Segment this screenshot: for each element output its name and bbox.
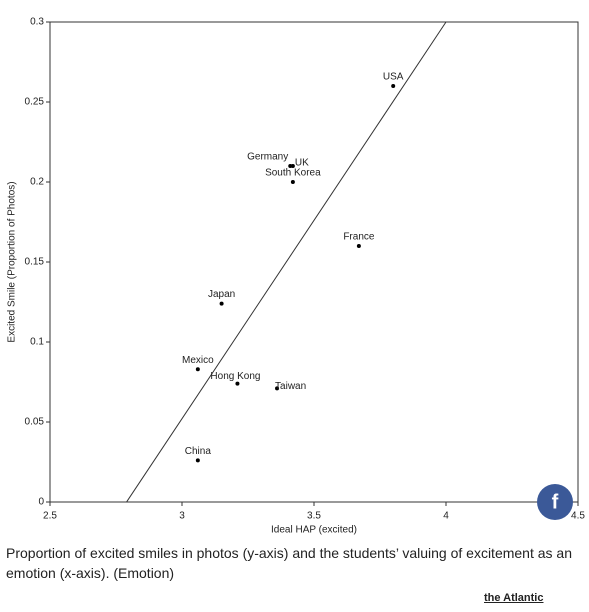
x-tick-label: 4 [443, 511, 449, 522]
point-label: South Korea [265, 168, 321, 179]
point-label: France [343, 232, 375, 243]
y-tick-label: 0.05 [25, 417, 45, 428]
point [356, 244, 361, 248]
y-tick-label: 0.15 [25, 257, 45, 268]
point [391, 84, 396, 88]
x-tick-label: 3.5 [307, 511, 321, 522]
share-icon[interactable]: f [552, 491, 559, 513]
x-tick-label: 2.5 [43, 511, 57, 522]
y-tick-label: 0.2 [30, 177, 44, 188]
x-tick-label: 3 [179, 511, 185, 522]
point [195, 367, 200, 372]
point-label: UK [295, 158, 309, 169]
point-label: Japan [208, 289, 235, 300]
point [219, 301, 224, 306]
source[interactable]: the Atlantic [484, 592, 544, 604]
chart: Ideal HAP (excited) Excited Smile (Propo… [7, 17, 586, 536]
y-tick-label: 0.3 [30, 17, 44, 28]
y-tick-label: 0.25 [25, 97, 45, 108]
y-tick-label: 0 [38, 497, 44, 508]
point-label: Hong Kong [210, 371, 260, 382]
y-axis-label: Excited Smile (Proportion of Photos) [7, 181, 18, 342]
point-label: USA [383, 72, 404, 83]
point-label: Germany [247, 152, 288, 163]
x-axis-label: Ideal HAP (excited) [271, 525, 357, 536]
x-tick-label: 4.5 [571, 511, 585, 522]
point [235, 381, 240, 386]
point-label: Taiwan [275, 381, 306, 392]
fit-line [126, 21, 447, 503]
y-tick-label: 0.1 [30, 337, 44, 348]
point [195, 458, 200, 463]
share-button[interactable]: f [537, 484, 573, 520]
point [290, 180, 295, 184]
caption: Proportion of excited smiles in photos (… [6, 545, 572, 581]
point-label: Mexico [182, 355, 214, 366]
plot-frame [49, 21, 579, 503]
point-label: China [185, 446, 212, 457]
point [275, 386, 280, 391]
share-circle[interactable] [537, 484, 573, 520]
point [290, 164, 295, 168]
